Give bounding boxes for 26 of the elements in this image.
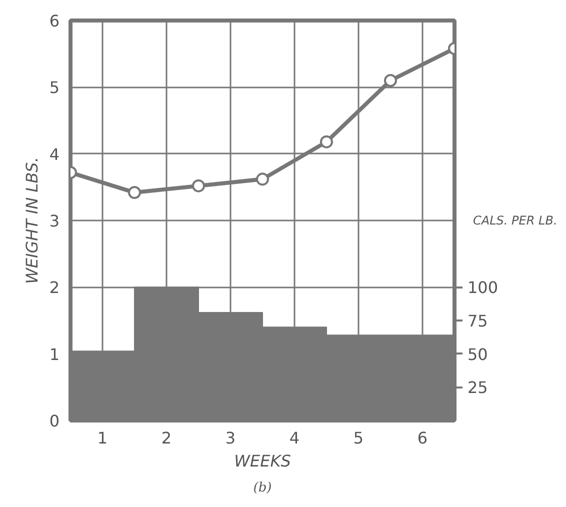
point (256, 172, 269, 186)
x-tick-label: 1 (97, 428, 108, 448)
y-tick-label: 5 (49, 78, 60, 98)
y-tick-label: 3 (49, 212, 60, 230)
x-axis-title: WEEKS (234, 452, 291, 470)
y-tick-label: 1 (49, 344, 60, 364)
y-tick-label: 6 (49, 12, 60, 30)
y2-tick-label: 100 (468, 278, 498, 298)
y-tick-label: 4 (49, 144, 60, 164)
point (192, 179, 205, 192)
point (128, 186, 141, 199)
x-tick-label: 4 (289, 428, 300, 448)
text: (b) (253, 480, 272, 496)
y2-tick-label: 25 (468, 378, 488, 398)
y-tick-label: 0 (49, 412, 60, 430)
x-tick-label: 2 (161, 428, 172, 448)
y2-tick-label: 75 (468, 312, 488, 330)
point (320, 135, 333, 148)
x-tick-label: 6 (417, 428, 428, 448)
y2-tick-label: 50 (468, 344, 488, 364)
x-tick-label: 5 (353, 428, 364, 448)
y2-axis-title: CALS. PER LB. (473, 214, 558, 228)
y-tick-label: 2 (49, 278, 60, 298)
point (384, 74, 397, 87)
y-axis-title: WEIGHT IN LBS. (22, 157, 42, 284)
x-tick-label: 3 (225, 428, 236, 448)
